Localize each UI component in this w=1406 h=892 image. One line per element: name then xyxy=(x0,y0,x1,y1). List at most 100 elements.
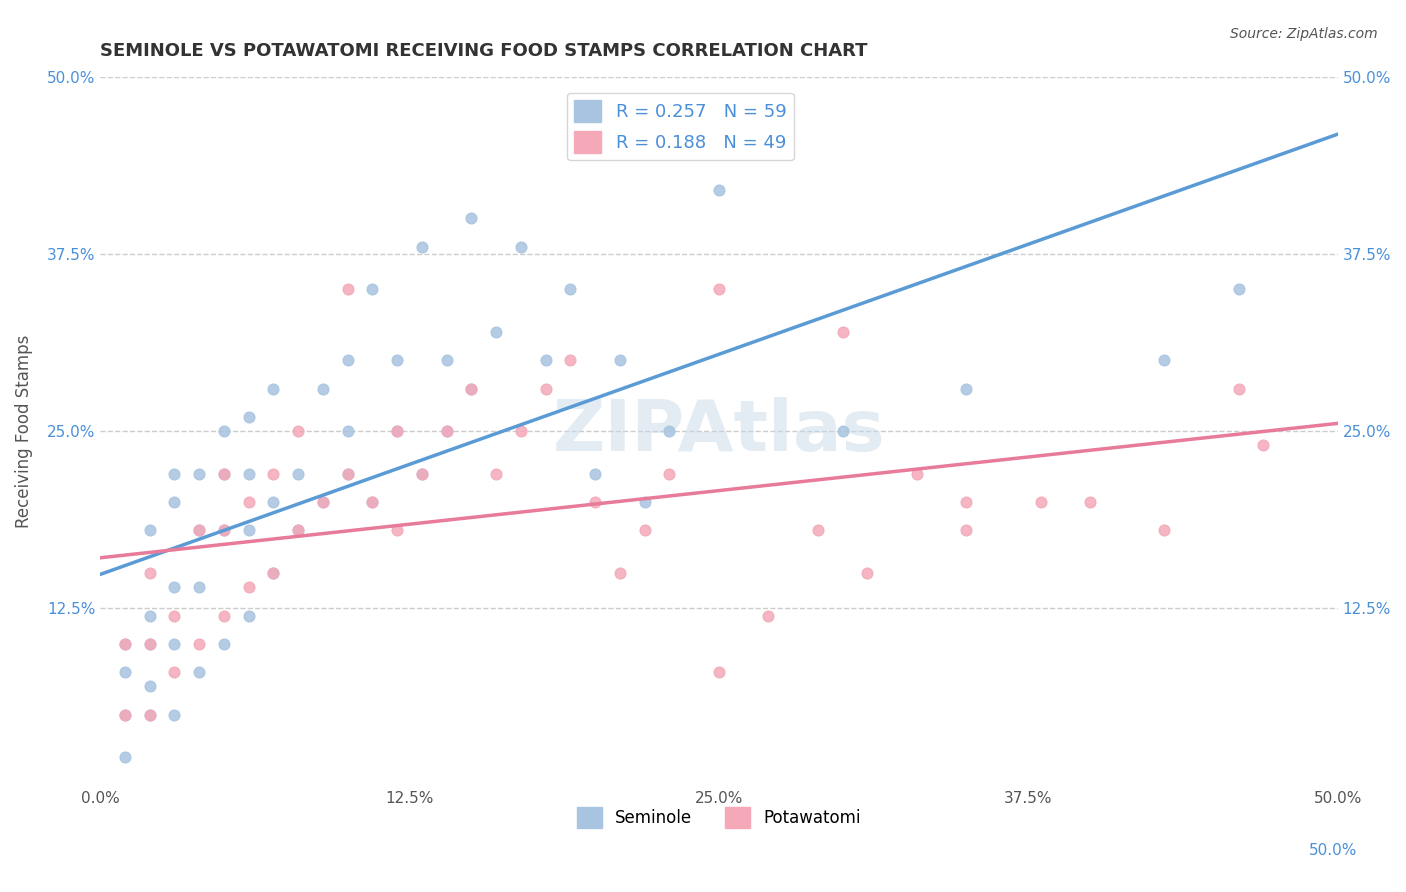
Point xyxy=(831,424,853,438)
Point xyxy=(336,467,359,481)
Point xyxy=(188,665,211,680)
Point xyxy=(336,467,359,481)
Point xyxy=(212,467,235,481)
Point xyxy=(560,353,582,368)
Point xyxy=(361,495,384,509)
Point xyxy=(534,353,557,368)
Point xyxy=(955,524,977,538)
Point xyxy=(188,637,211,651)
Y-axis label: Receiving Food Stamps: Receiving Food Stamps xyxy=(15,334,32,528)
Point xyxy=(188,467,211,481)
Point xyxy=(658,424,681,438)
Point xyxy=(411,240,433,254)
Point xyxy=(163,665,186,680)
Point xyxy=(188,524,211,538)
Point xyxy=(485,325,508,339)
Point xyxy=(312,495,335,509)
Point xyxy=(139,707,162,722)
Text: 50.0%: 50.0% xyxy=(1309,843,1357,858)
Point xyxy=(1078,495,1101,509)
Point xyxy=(336,282,359,296)
Point xyxy=(263,495,285,509)
Point xyxy=(238,467,260,481)
Point xyxy=(583,495,606,509)
Point xyxy=(583,467,606,481)
Point xyxy=(238,524,260,538)
Point xyxy=(1029,495,1052,509)
Point xyxy=(238,409,260,424)
Point xyxy=(114,750,136,764)
Legend: Seminole, Potawatomi: Seminole, Potawatomi xyxy=(569,800,868,834)
Point xyxy=(436,424,458,438)
Point xyxy=(212,524,235,538)
Point xyxy=(1227,382,1250,396)
Point xyxy=(212,424,235,438)
Point xyxy=(238,608,260,623)
Point xyxy=(163,707,186,722)
Text: ZIPAtlas: ZIPAtlas xyxy=(553,397,886,466)
Point xyxy=(955,495,977,509)
Point xyxy=(188,580,211,594)
Point xyxy=(312,382,335,396)
Point xyxy=(707,665,730,680)
Point xyxy=(163,467,186,481)
Point xyxy=(163,637,186,651)
Point xyxy=(609,566,631,580)
Point xyxy=(411,467,433,481)
Point xyxy=(387,424,409,438)
Point xyxy=(1153,353,1175,368)
Point xyxy=(658,467,681,481)
Point xyxy=(212,524,235,538)
Point xyxy=(609,353,631,368)
Point xyxy=(287,524,309,538)
Point xyxy=(139,680,162,694)
Point xyxy=(114,637,136,651)
Text: SEMINOLE VS POTAWATOMI RECEIVING FOOD STAMPS CORRELATION CHART: SEMINOLE VS POTAWATOMI RECEIVING FOOD ST… xyxy=(100,42,868,60)
Point xyxy=(212,467,235,481)
Point xyxy=(436,353,458,368)
Point xyxy=(485,467,508,481)
Point xyxy=(534,382,557,396)
Point xyxy=(707,282,730,296)
Point xyxy=(634,524,657,538)
Point xyxy=(856,566,879,580)
Point xyxy=(188,524,211,538)
Point xyxy=(955,382,977,396)
Point xyxy=(707,183,730,197)
Point xyxy=(163,580,186,594)
Point xyxy=(634,495,657,509)
Point xyxy=(361,495,384,509)
Point xyxy=(460,382,482,396)
Point xyxy=(139,524,162,538)
Point xyxy=(460,382,482,396)
Point xyxy=(510,240,533,254)
Point xyxy=(336,353,359,368)
Text: Source: ZipAtlas.com: Source: ZipAtlas.com xyxy=(1230,27,1378,41)
Point xyxy=(114,707,136,722)
Point xyxy=(287,524,309,538)
Point xyxy=(411,467,433,481)
Point xyxy=(139,637,162,651)
Point xyxy=(238,495,260,509)
Point xyxy=(387,524,409,538)
Point xyxy=(163,495,186,509)
Point xyxy=(263,467,285,481)
Point xyxy=(263,566,285,580)
Point xyxy=(212,608,235,623)
Point xyxy=(905,467,928,481)
Point xyxy=(238,580,260,594)
Point xyxy=(831,325,853,339)
Point xyxy=(263,382,285,396)
Point xyxy=(361,282,384,296)
Point xyxy=(1253,438,1275,452)
Point xyxy=(560,282,582,296)
Point xyxy=(139,637,162,651)
Point xyxy=(139,707,162,722)
Point xyxy=(510,424,533,438)
Point xyxy=(758,608,780,623)
Point xyxy=(114,665,136,680)
Point xyxy=(212,637,235,651)
Point xyxy=(312,495,335,509)
Point xyxy=(263,566,285,580)
Point xyxy=(114,637,136,651)
